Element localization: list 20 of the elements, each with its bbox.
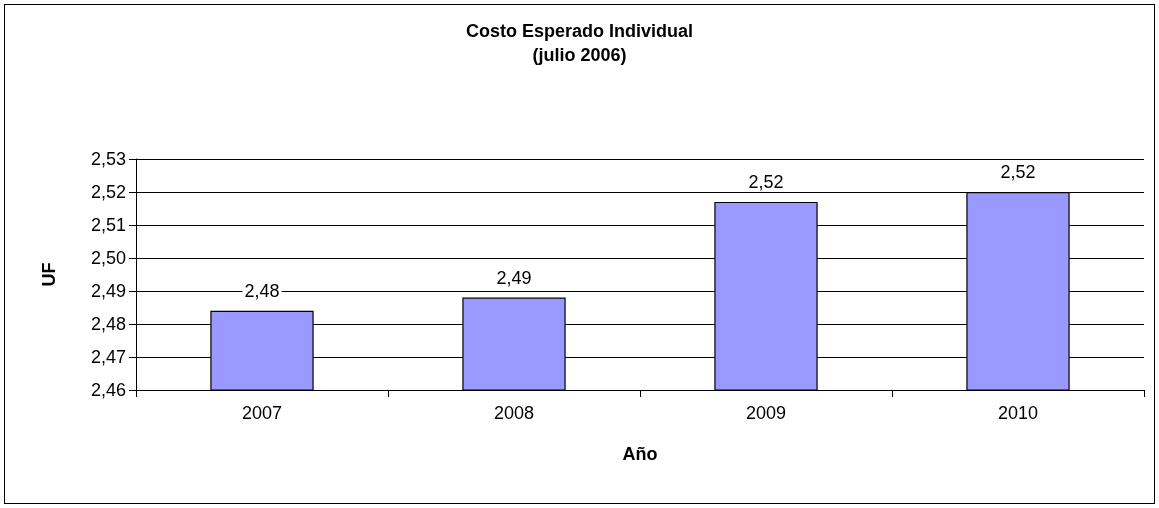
y-tick-label: 2,49 — [90, 281, 126, 301]
y-tick-label: 2,46 — [90, 380, 126, 400]
x-tick-label: 2009 — [745, 403, 787, 423]
data-label: 2,48 — [244, 280, 280, 301]
chart-subtitle: (julio 2006) — [532, 45, 627, 65]
x-axis-title: Año — [622, 444, 658, 464]
y-axis-title: UF — [39, 262, 59, 287]
x-tick-label: 2010 — [997, 403, 1039, 423]
y-tick-label: 2,52 — [90, 182, 126, 202]
data-label: 2,49 — [496, 267, 532, 288]
chart-title: Costo Esperado Individual — [465, 21, 694, 41]
y-tick-label: 2,50 — [90, 248, 126, 268]
y-tick-label: 2,51 — [90, 215, 126, 235]
data-label: 2,52 — [748, 171, 784, 192]
y-tick-label: 2,53 — [90, 149, 126, 169]
data-label: 2,52 — [1000, 162, 1036, 182]
x-tick-label: 2007 — [241, 403, 283, 423]
x-tick-label: 2008 — [493, 403, 535, 423]
y-tick-label: 2,48 — [90, 314, 126, 334]
y-tick-label: 2,47 — [90, 347, 126, 367]
